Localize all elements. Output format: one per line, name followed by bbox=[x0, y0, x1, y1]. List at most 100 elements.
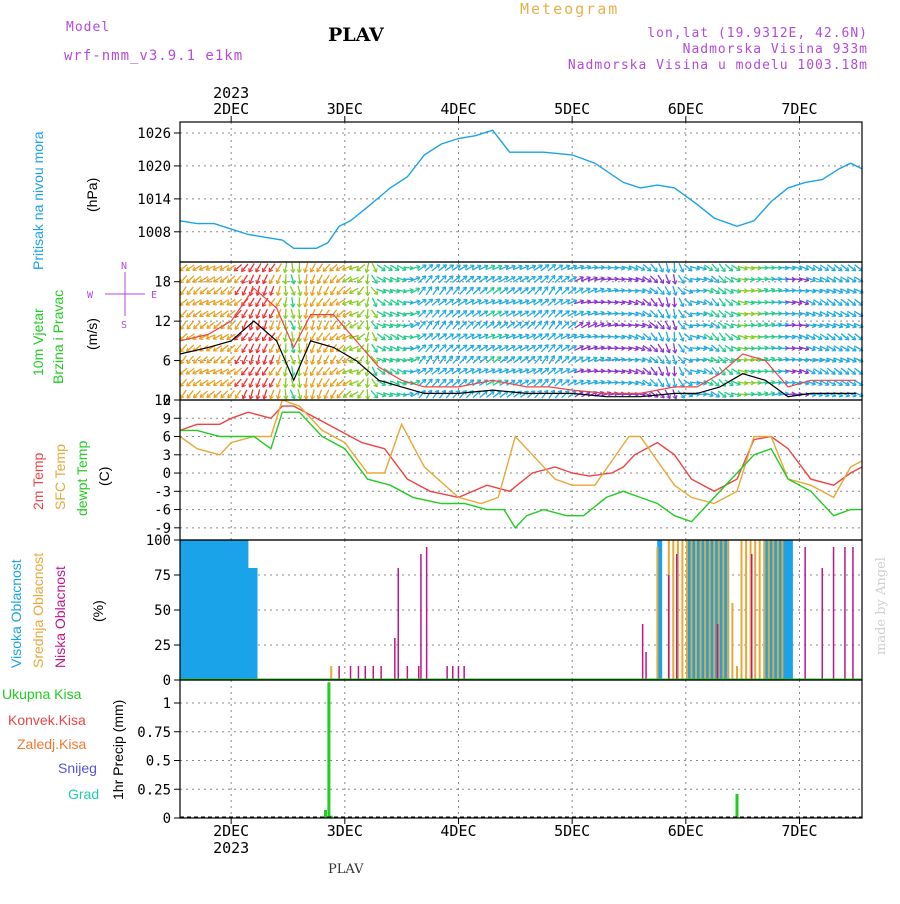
y-tick-label: 0 bbox=[163, 673, 171, 689]
top-date-label: 3DEC bbox=[327, 100, 363, 118]
top-date-label: 6DEC bbox=[668, 100, 704, 118]
high-cloud-bar bbox=[788, 540, 793, 680]
y-tick-label: -6 bbox=[154, 503, 171, 519]
low-cloud-bar bbox=[338, 666, 340, 680]
bottom-date-label: 3DEC bbox=[327, 822, 363, 840]
mid-cloud-bar bbox=[745, 540, 747, 680]
low-cloud-bar bbox=[426, 547, 428, 680]
y-tick-label: 1008 bbox=[137, 225, 171, 241]
high-cloud-bar bbox=[234, 540, 239, 680]
high-cloud-bar bbox=[239, 540, 244, 680]
high-cloud-bar bbox=[212, 540, 217, 680]
bottom-date-label: 4DEC bbox=[440, 822, 476, 840]
mid-cloud-label: Srednja Oblacnost bbox=[30, 553, 46, 668]
bottom-date-label: 5DEC bbox=[554, 822, 590, 840]
y-tick-label: 0.25 bbox=[137, 782, 171, 798]
low-cloud-bar bbox=[365, 666, 367, 680]
model-elevation-text: Nadmorska Visina u modelu 1003.18m bbox=[568, 58, 868, 73]
mid-cloud-bar bbox=[695, 540, 697, 680]
low-cloud-bar bbox=[458, 666, 460, 680]
high-cloud-bar bbox=[253, 568, 258, 680]
high-cloud-bar bbox=[207, 540, 212, 680]
mid-cloud-bar bbox=[691, 540, 693, 680]
legend-convective: Konvek.Kisa bbox=[8, 712, 86, 728]
y-tick-label: 1026 bbox=[137, 126, 171, 142]
mid-cloud-bar bbox=[772, 540, 774, 680]
low-cloud-bar bbox=[446, 666, 448, 680]
sfc-temp-line bbox=[180, 400, 862, 504]
mid-cloud-bar bbox=[722, 540, 724, 680]
low-cloud-bar bbox=[418, 666, 420, 680]
y-tick-label: 75 bbox=[154, 568, 171, 584]
mid-cloud-bar bbox=[713, 540, 715, 680]
y-tick-label: 0 bbox=[163, 811, 171, 827]
mid-cloud-bar bbox=[768, 540, 770, 680]
low-cloud-bar bbox=[645, 652, 647, 680]
mid-cloud-bar bbox=[736, 666, 738, 680]
mid-cloud-bar bbox=[727, 540, 729, 680]
y-tick-label: 100 bbox=[146, 533, 171, 549]
high-cloud-bar bbox=[184, 540, 189, 680]
y-tick-label: 25 bbox=[154, 638, 171, 654]
cloud-unit: (%) bbox=[90, 600, 106, 622]
high-cloud-bar bbox=[198, 540, 203, 680]
high-cloud-bar bbox=[203, 540, 208, 680]
y-tick-label: 6 bbox=[163, 354, 171, 370]
bottom-year-label: 2023 bbox=[213, 839, 249, 857]
low-cloud-bar bbox=[380, 666, 382, 680]
bottom-date-label: 7DEC bbox=[781, 822, 817, 840]
mid-cloud-bar bbox=[754, 540, 756, 680]
model-name: wrf-nmm_v3.9.1 e1km bbox=[64, 48, 243, 64]
low-cloud-bar bbox=[350, 666, 352, 680]
compass-n: N bbox=[121, 261, 127, 272]
high-cloud-bar bbox=[248, 568, 253, 680]
mid-cloud-bar bbox=[672, 540, 674, 680]
y-tick-label: -3 bbox=[154, 484, 171, 500]
low-cloud-bar bbox=[463, 666, 465, 680]
legend-hail: Grad bbox=[68, 786, 99, 802]
bottom-date-label: 2DEC bbox=[213, 822, 249, 840]
bottom-station: PLAV bbox=[328, 862, 364, 877]
low-cloud-bar bbox=[852, 547, 854, 680]
panel-frame bbox=[180, 680, 862, 818]
made-by-credit: made by Angel bbox=[874, 557, 889, 655]
top-year-label: 2023 bbox=[213, 84, 249, 102]
panel-frame bbox=[180, 400, 862, 540]
legend-freezing: Zaledj.Kisa bbox=[17, 736, 86, 752]
wind-label-line1: 10m Vjetar bbox=[30, 308, 46, 376]
mid-cloud-bar bbox=[759, 540, 761, 680]
mid-cloud-bar bbox=[741, 540, 743, 680]
low-cloud-bar bbox=[394, 638, 396, 680]
y-tick-label: 12 bbox=[154, 393, 171, 409]
mid-cloud-bar bbox=[330, 666, 332, 680]
low-cloud-bar bbox=[407, 666, 409, 680]
mid-cloud-bar bbox=[777, 540, 779, 680]
low-cloud-bar bbox=[822, 568, 824, 680]
precip-unit: 1hr Precip (mm) bbox=[110, 700, 126, 800]
compass-s: S bbox=[121, 320, 127, 331]
legend-snow: Snijeg bbox=[58, 760, 97, 776]
low-cloud-bar bbox=[717, 624, 719, 680]
mid-cloud-bar bbox=[700, 540, 702, 680]
high-cloud-bar bbox=[225, 540, 230, 680]
elevation-text: Nadmorska Visina 933m bbox=[683, 42, 868, 57]
wind-label-line2: Brzina i Pravac bbox=[50, 290, 66, 384]
high-cloud-bar bbox=[221, 540, 226, 680]
top-date-label: 5DEC bbox=[554, 100, 590, 118]
panel-frame bbox=[180, 122, 862, 262]
low-cloud-bar bbox=[398, 568, 400, 680]
pressure-label: Pritisak na nivou mora bbox=[30, 131, 46, 270]
panel-frame bbox=[180, 262, 862, 400]
high-cloud-bar bbox=[783, 540, 788, 680]
y-tick-label: 18 bbox=[154, 275, 171, 291]
low-cloud-bar bbox=[668, 575, 670, 680]
y-tick-label: 6 bbox=[163, 430, 171, 446]
high-cloud-bar bbox=[193, 540, 198, 680]
high-cloud-bar bbox=[189, 540, 194, 680]
mid-cloud-bar bbox=[763, 540, 765, 680]
mid-cloud-bar bbox=[781, 540, 783, 680]
low-cloud-bar bbox=[844, 547, 846, 680]
mid-cloud-bar bbox=[731, 603, 733, 680]
